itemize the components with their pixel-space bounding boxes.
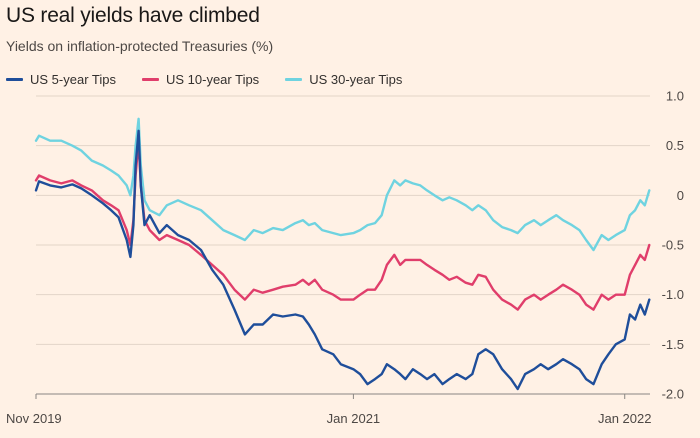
- legend-swatch: [141, 77, 159, 81]
- legend-label: US 5-year Tips: [30, 71, 116, 87]
- series-line-us-5-year-tips: [34, 129, 651, 391]
- legend-label: US 10-year Tips: [165, 71, 260, 87]
- legend-item: US 10-year Tips: [141, 71, 260, 87]
- y-tick-label: 0: [677, 188, 684, 203]
- legend-item: US 30-year Tips: [285, 72, 402, 87]
- y-tick-label: -1.0: [662, 287, 684, 302]
- chart-legend: US 5-year Tips US 10-year Tips US 30-year …: [6, 70, 428, 88]
- series-line-us-10-year-tips: [34, 139, 651, 311]
- legend-item: US 5-year Tips: [6, 72, 116, 87]
- legend-swatch: [6, 77, 23, 81]
- x-tick-label: Jan 2021: [327, 411, 381, 426]
- chart-title: US real yields have climbed: [6, 4, 260, 27]
- x-tick-label: Nov 2019: [6, 411, 62, 426]
- x-tick-label: Jan 2022: [598, 411, 652, 426]
- chart-subtitle: Yields on inflation-protected Treasuries…: [6, 38, 274, 54]
- legend-label: US 30-year Tips: [309, 71, 403, 87]
- y-tick-label: -1.5: [662, 337, 684, 352]
- y-tick-label: 0.5: [666, 138, 684, 153]
- y-tick-label: -0.5: [662, 238, 684, 253]
- y-tick-label: 1.0: [666, 89, 684, 104]
- series-line-us-30-year-tips: [34, 117, 651, 252]
- legend-swatch: [285, 77, 303, 81]
- y-tick-label: -2.0: [662, 387, 684, 402]
